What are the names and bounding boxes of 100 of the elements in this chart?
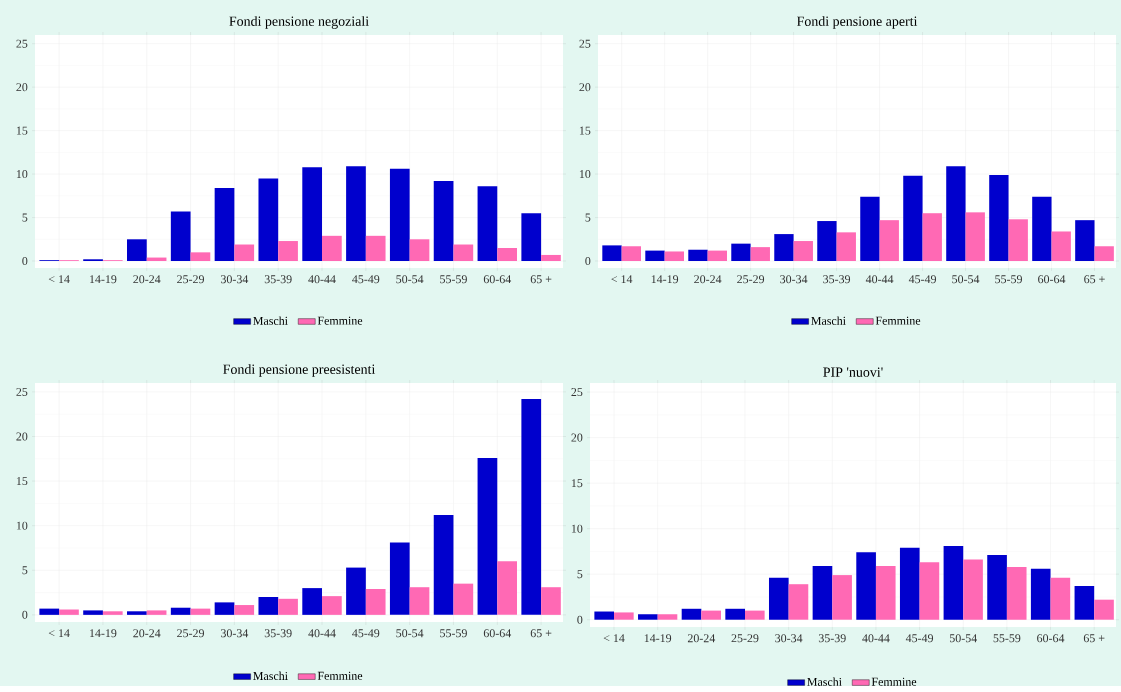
bar xyxy=(812,566,833,620)
x-tick-label: 25-29 xyxy=(177,275,205,284)
bar xyxy=(774,234,794,262)
bar xyxy=(346,567,366,616)
x-tick-label: 55-59 xyxy=(993,634,1021,643)
bar xyxy=(788,584,809,620)
bar xyxy=(638,614,658,620)
x-tick-label: 65 + xyxy=(530,629,552,638)
x-tick-label: 55-59 xyxy=(440,629,467,638)
bar xyxy=(302,588,323,616)
x-tick-label: 30-34 xyxy=(221,629,249,638)
bar xyxy=(453,583,474,616)
bar xyxy=(793,241,813,262)
x-tick-label: 30-34 xyxy=(775,634,803,643)
bar xyxy=(453,244,474,262)
x-tick-label: 55-59 xyxy=(440,275,467,284)
legend-label: Femmine xyxy=(871,677,917,686)
bar xyxy=(497,561,517,616)
x-tick-label: 14-19 xyxy=(90,629,117,638)
bar xyxy=(836,232,856,262)
bar xyxy=(657,614,678,620)
bar xyxy=(1051,231,1071,262)
x-tick-label: 25-29 xyxy=(737,275,765,284)
x-tick-label: 20-24 xyxy=(694,275,722,284)
y-tick-label: 15 xyxy=(579,126,591,135)
y-tick-label: 10 xyxy=(579,170,591,179)
bar xyxy=(750,247,770,262)
x-tick-label: 65 + xyxy=(530,275,552,284)
x-tick-label: 40-44 xyxy=(862,634,890,643)
x-tick-label: 40-44 xyxy=(308,629,336,638)
bar xyxy=(1032,196,1052,262)
y-tick-label: 0 xyxy=(585,257,591,266)
bar xyxy=(701,610,721,620)
bar xyxy=(433,181,454,262)
x-tick-label: 55-59 xyxy=(995,275,1022,284)
bar xyxy=(409,587,430,616)
x-tick-label: 60-64 xyxy=(483,629,512,638)
y-tick-label: 15 xyxy=(571,479,583,488)
bar xyxy=(127,611,147,616)
y-tick-label: 10 xyxy=(16,170,28,179)
bar xyxy=(521,399,542,616)
bar xyxy=(214,188,235,262)
y-tick-label: 20 xyxy=(16,83,28,92)
x-tick-label: 40-44 xyxy=(308,275,336,284)
y-tick-label: 10 xyxy=(571,524,583,533)
bar xyxy=(59,609,79,616)
bar xyxy=(477,186,498,262)
x-tick-label: < 14 xyxy=(611,275,633,284)
bar xyxy=(278,598,298,616)
bar xyxy=(681,608,702,620)
chart-title: PIP 'nuovi' xyxy=(823,367,883,378)
y-tick-label: 15 xyxy=(16,126,28,135)
x-tick-label: 25-29 xyxy=(731,634,759,643)
bar xyxy=(1075,220,1095,262)
x-tick-label: 65 + xyxy=(1084,275,1105,284)
x-tick-label: 45-49 xyxy=(352,275,380,284)
bar xyxy=(919,562,940,620)
y-tick-label: 20 xyxy=(571,433,583,442)
bar xyxy=(389,542,410,616)
x-tick-label: 14-19 xyxy=(90,275,117,284)
y-tick-label: 0 xyxy=(577,615,583,624)
bar xyxy=(664,251,684,262)
bar xyxy=(365,236,386,262)
bar xyxy=(146,610,167,616)
x-tick-label: 14-19 xyxy=(651,275,679,284)
bar xyxy=(278,241,298,262)
bar xyxy=(39,608,60,616)
bar xyxy=(987,555,1007,620)
bar xyxy=(83,610,103,616)
y-tick-label: 5 xyxy=(585,213,591,222)
x-tick-label: 40-44 xyxy=(865,275,894,284)
bar xyxy=(860,196,880,262)
y-tick-label: 5 xyxy=(22,566,28,575)
bar xyxy=(879,220,899,262)
x-tick-label: 60-64 xyxy=(1038,275,1066,284)
bar xyxy=(1094,599,1114,620)
bar xyxy=(190,252,211,262)
bar xyxy=(1074,586,1095,620)
bar xyxy=(409,239,430,262)
y-tick-label: 5 xyxy=(577,570,583,579)
x-tick-label: 20-24 xyxy=(687,634,716,643)
y-tick-label: 20 xyxy=(16,432,28,441)
bar xyxy=(365,589,386,616)
x-tick-label: 60-64 xyxy=(483,275,512,284)
y-tick-label: 10 xyxy=(16,521,28,530)
bar xyxy=(234,244,255,262)
legend-label: Maschi xyxy=(253,671,288,681)
y-tick-label: 20 xyxy=(579,83,591,92)
bar xyxy=(614,612,634,620)
bar xyxy=(963,559,983,620)
x-tick-label: < 14 xyxy=(48,275,70,284)
bar xyxy=(214,602,235,616)
bar xyxy=(521,213,542,262)
x-tick-label: 35-39 xyxy=(823,275,851,284)
bar xyxy=(102,611,123,616)
x-tick-label: 60-64 xyxy=(1037,634,1065,643)
bar xyxy=(943,546,964,620)
bar xyxy=(322,596,342,616)
legend-label: Maschi xyxy=(807,677,842,687)
x-tick-label: 45-49 xyxy=(352,629,380,638)
